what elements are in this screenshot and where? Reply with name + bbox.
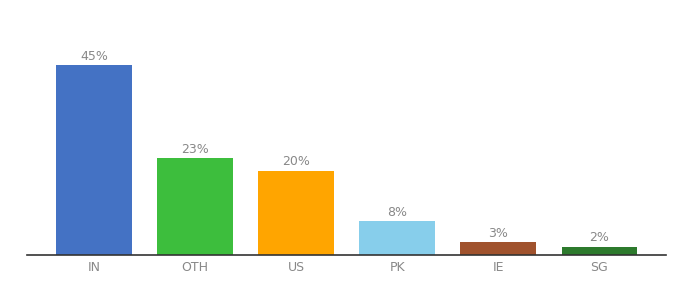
Text: 2%: 2%: [590, 231, 609, 244]
Bar: [460, 242, 537, 255]
Text: 20%: 20%: [282, 155, 310, 168]
Text: 8%: 8%: [388, 206, 407, 219]
Text: 23%: 23%: [182, 142, 209, 156]
Bar: [258, 171, 334, 255]
Bar: [157, 158, 233, 255]
Bar: [562, 247, 637, 255]
Text: 3%: 3%: [488, 227, 509, 240]
Text: 45%: 45%: [80, 50, 108, 63]
Bar: [360, 221, 435, 255]
Bar: [56, 65, 132, 255]
